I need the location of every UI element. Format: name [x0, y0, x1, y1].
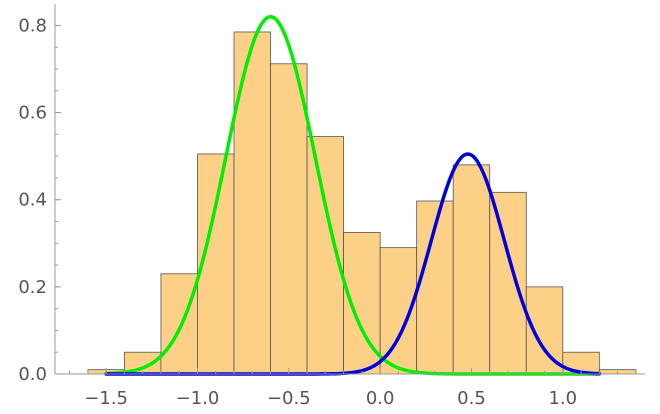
y-tick-label: 0.8 — [18, 15, 47, 36]
x-tick-label: 0.5 — [457, 388, 486, 409]
x-tick-label: −1.0 — [176, 388, 220, 409]
histogram-bar — [233, 31, 271, 375]
x-tick-label: −1.5 — [84, 388, 128, 409]
histogram-bars — [87, 31, 637, 375]
y-tick-label: 0.4 — [18, 190, 47, 211]
y-axis-ticks: 0.0 0.2 0.4 0.6 0.8 — [18, 15, 61, 385]
x-tick-label: −0.5 — [267, 388, 311, 409]
x-axis-ticks: −1.5 −1.0 −0.5 0.0 0.5 1.0 — [69, 368, 637, 409]
histogram-bar — [160, 273, 198, 375]
histogram-bar — [452, 164, 491, 375]
y-tick-label: 0.6 — [18, 103, 47, 124]
x-tick-label: 1.0 — [548, 388, 577, 409]
y-tick-label: 0.2 — [18, 277, 47, 298]
y-tick-label: 0.0 — [18, 364, 47, 385]
histogram-bar — [270, 63, 308, 375]
axes — [54, 4, 645, 375]
x-tick-label: 0.0 — [366, 388, 395, 409]
histogram-bar — [489, 191, 527, 375]
